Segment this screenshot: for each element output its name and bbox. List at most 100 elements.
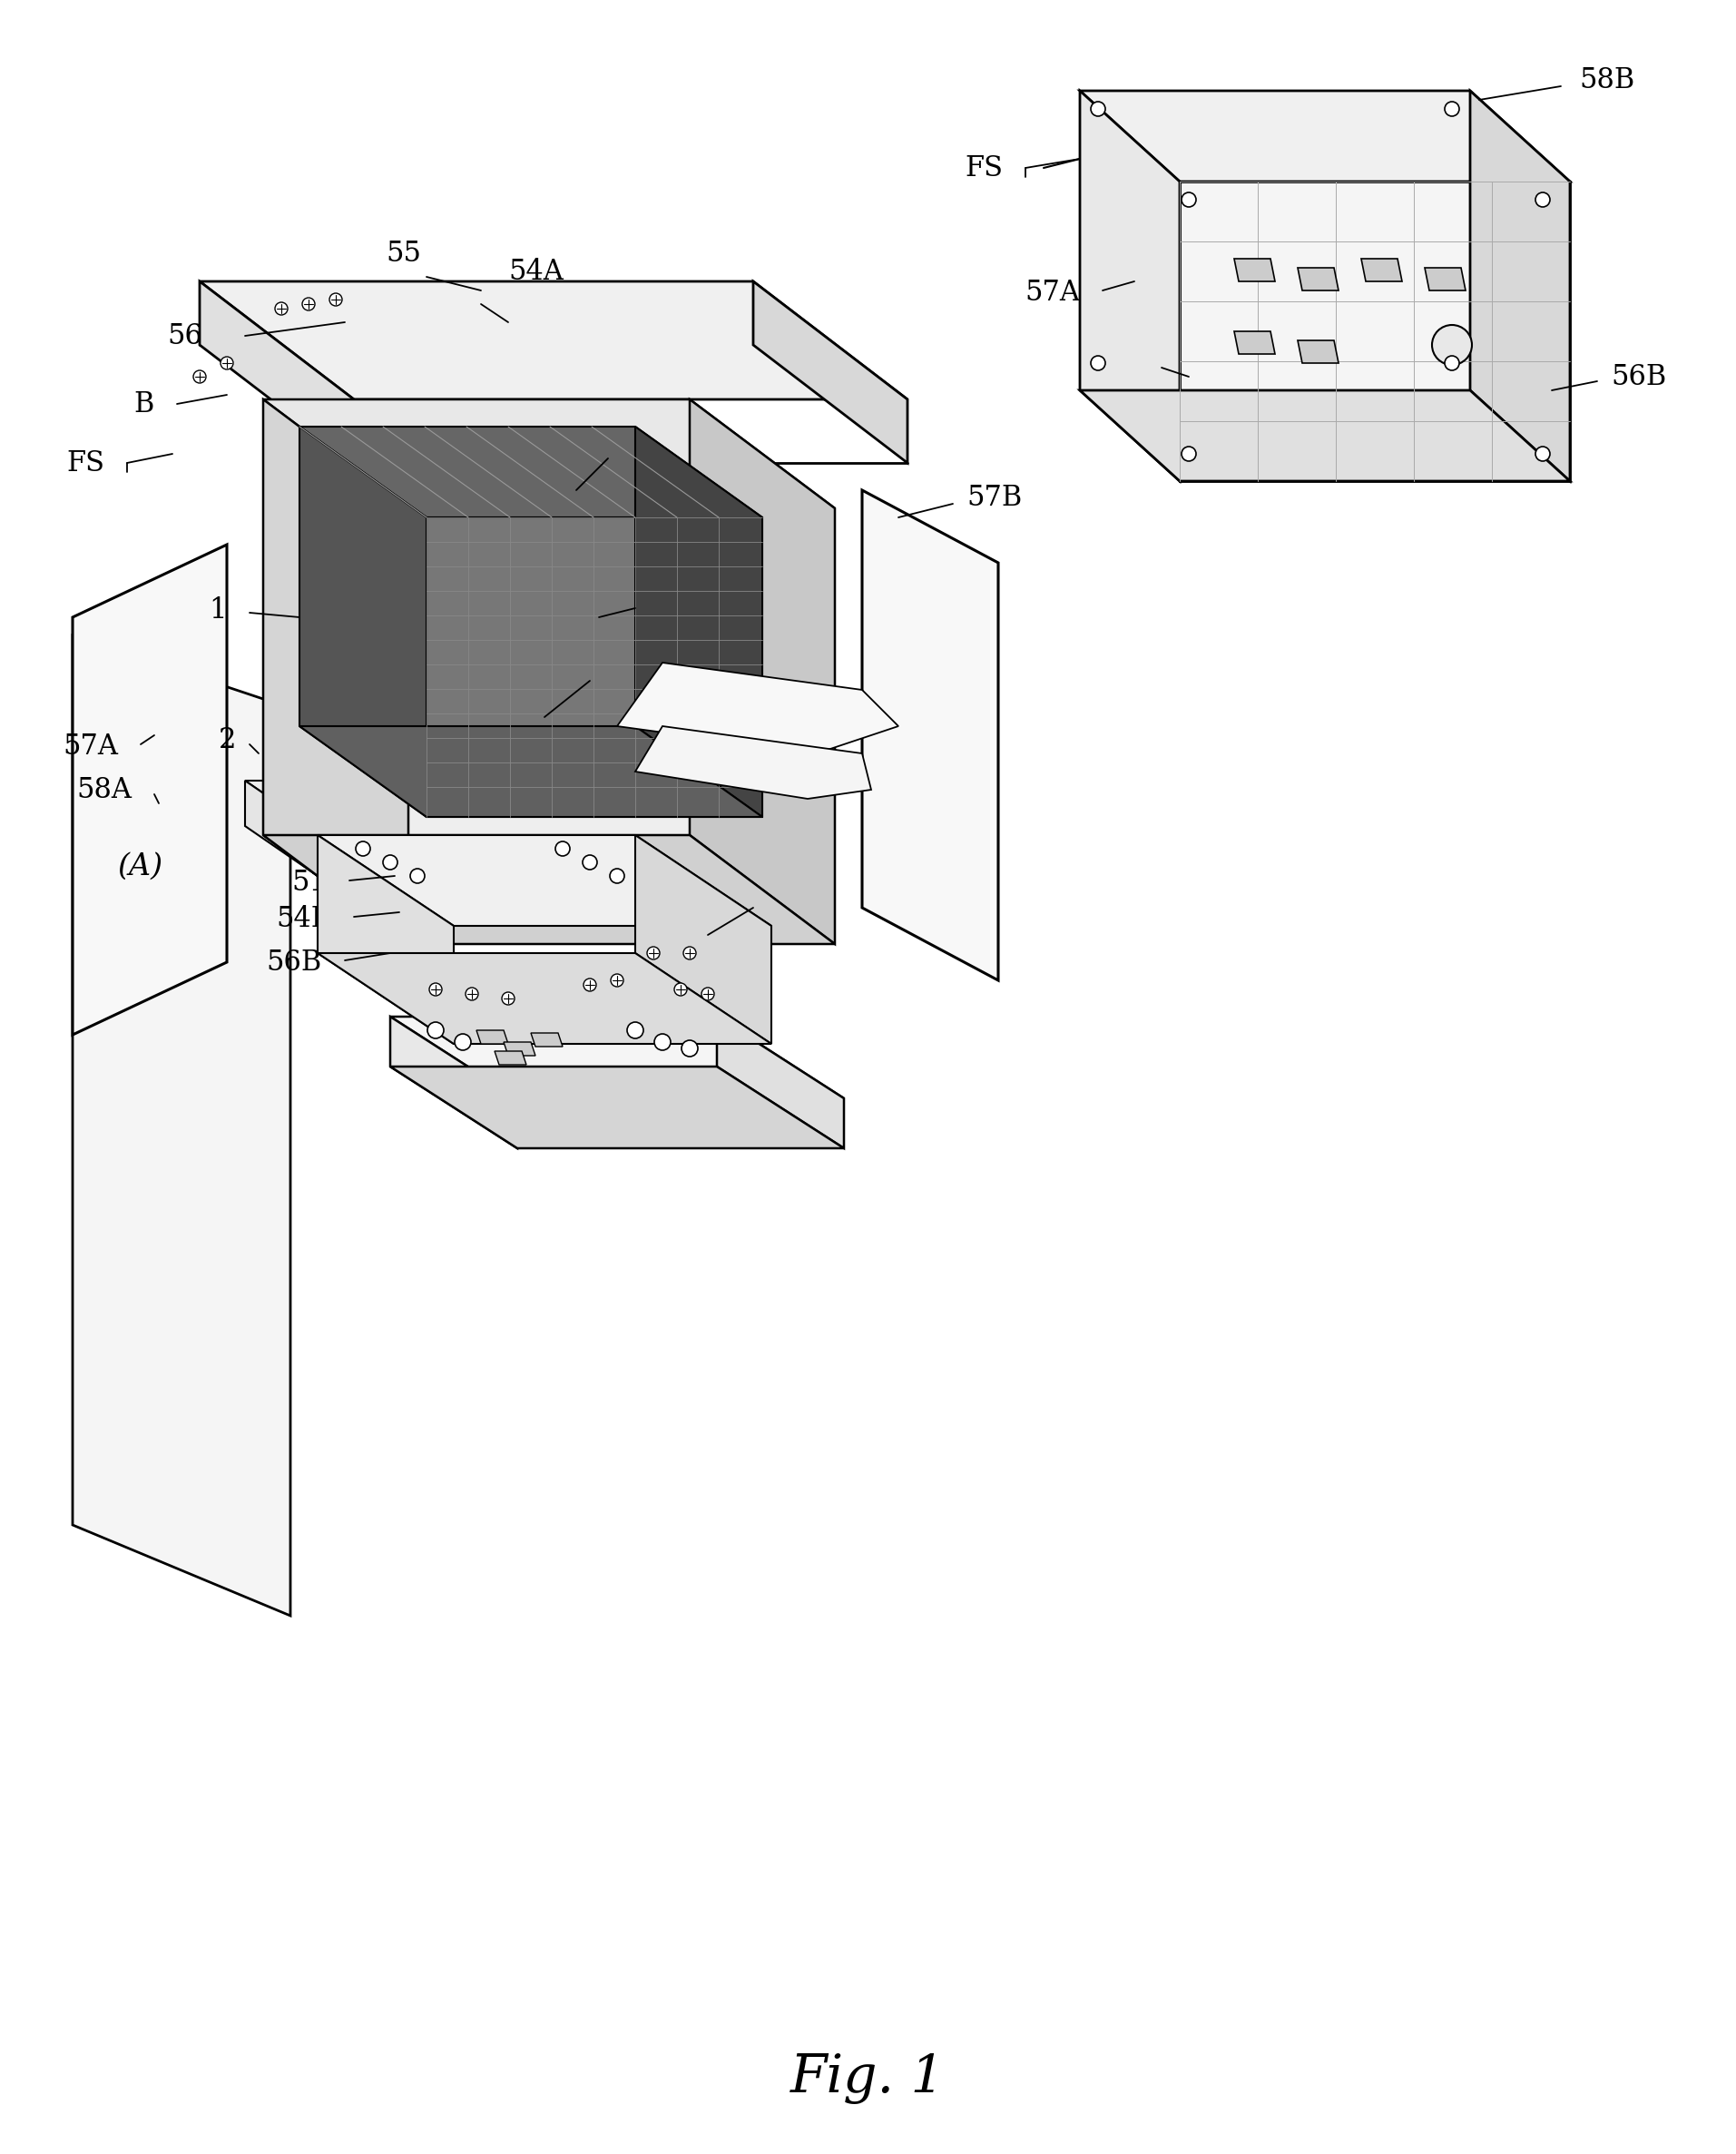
Polygon shape xyxy=(1299,267,1338,291)
Text: Fig. 1: Fig. 1 xyxy=(790,2053,944,2104)
Circle shape xyxy=(1535,192,1550,207)
Circle shape xyxy=(1182,192,1196,207)
Text: 54B: 54B xyxy=(276,905,332,933)
Circle shape xyxy=(1444,355,1460,370)
Text: 2: 2 xyxy=(219,726,236,754)
Circle shape xyxy=(609,868,625,883)
Circle shape xyxy=(701,987,713,999)
Polygon shape xyxy=(391,1066,844,1148)
Circle shape xyxy=(1090,101,1106,116)
Polygon shape xyxy=(300,426,427,816)
Polygon shape xyxy=(200,282,354,463)
Circle shape xyxy=(583,855,597,870)
Polygon shape xyxy=(635,836,771,1045)
Text: (A): (A) xyxy=(118,853,163,881)
Polygon shape xyxy=(689,398,835,943)
Polygon shape xyxy=(1234,332,1274,353)
Polygon shape xyxy=(264,398,835,508)
Polygon shape xyxy=(73,635,290,1616)
Text: C: C xyxy=(616,592,639,620)
Polygon shape xyxy=(318,836,453,1045)
Polygon shape xyxy=(476,1030,509,1045)
Polygon shape xyxy=(1180,181,1569,480)
Polygon shape xyxy=(1080,90,1569,181)
Text: 57B: 57B xyxy=(967,482,1023,510)
Polygon shape xyxy=(1299,340,1338,364)
Text: 58A: 58A xyxy=(76,775,132,803)
Polygon shape xyxy=(391,1017,844,1099)
Text: B: B xyxy=(762,890,783,918)
Polygon shape xyxy=(616,663,899,754)
Polygon shape xyxy=(245,780,391,926)
Polygon shape xyxy=(717,1017,844,1148)
Text: FS: FS xyxy=(66,448,104,476)
Polygon shape xyxy=(1425,267,1465,291)
Polygon shape xyxy=(1080,90,1180,480)
Polygon shape xyxy=(1470,90,1569,480)
Polygon shape xyxy=(503,1043,535,1055)
Circle shape xyxy=(330,293,342,306)
Polygon shape xyxy=(635,426,762,816)
Text: FS: FS xyxy=(965,153,1003,181)
Text: S: S xyxy=(590,467,609,495)
Text: 54A: 54A xyxy=(509,258,564,286)
Text: 56B: 56B xyxy=(267,948,323,976)
Circle shape xyxy=(1535,446,1550,461)
Polygon shape xyxy=(200,282,908,398)
Circle shape xyxy=(1182,446,1196,461)
Polygon shape xyxy=(318,836,771,926)
Text: 55: 55 xyxy=(385,239,422,267)
Circle shape xyxy=(1432,325,1472,364)
Polygon shape xyxy=(318,952,771,1045)
Circle shape xyxy=(684,948,696,959)
Polygon shape xyxy=(753,282,908,463)
Polygon shape xyxy=(427,517,762,816)
Polygon shape xyxy=(264,398,408,943)
Text: 51: 51 xyxy=(292,868,326,896)
Circle shape xyxy=(583,978,595,991)
Circle shape xyxy=(220,358,233,370)
Circle shape xyxy=(465,987,477,999)
Polygon shape xyxy=(1080,390,1569,480)
Circle shape xyxy=(427,1023,444,1038)
Polygon shape xyxy=(391,1017,517,1148)
Text: 1: 1 xyxy=(208,597,227,625)
Polygon shape xyxy=(300,426,762,517)
Circle shape xyxy=(1090,355,1106,370)
Polygon shape xyxy=(495,1051,526,1064)
Circle shape xyxy=(611,974,623,987)
Text: 56A: 56A xyxy=(167,321,222,349)
Text: (B): (B) xyxy=(1212,243,1257,274)
Text: B: B xyxy=(134,390,155,418)
Circle shape xyxy=(302,297,314,310)
Polygon shape xyxy=(531,1034,562,1047)
Polygon shape xyxy=(73,545,227,1034)
Circle shape xyxy=(682,1040,698,1058)
Text: 57A: 57A xyxy=(1024,278,1080,306)
Circle shape xyxy=(429,982,443,995)
Polygon shape xyxy=(264,836,835,943)
Circle shape xyxy=(384,855,398,870)
Circle shape xyxy=(410,868,425,883)
Polygon shape xyxy=(1361,258,1403,282)
Text: 56B: 56B xyxy=(1611,362,1667,390)
Text: 58B: 58B xyxy=(1580,67,1635,95)
Polygon shape xyxy=(300,726,762,816)
Circle shape xyxy=(356,842,370,855)
Polygon shape xyxy=(863,491,998,980)
Text: 57A: 57A xyxy=(62,732,118,760)
Polygon shape xyxy=(245,780,816,881)
Circle shape xyxy=(627,1023,644,1038)
Circle shape xyxy=(502,993,514,1004)
Circle shape xyxy=(1444,101,1460,116)
Polygon shape xyxy=(1234,258,1274,282)
Circle shape xyxy=(556,842,569,855)
Text: 2: 2 xyxy=(604,659,621,687)
Circle shape xyxy=(648,948,660,959)
Circle shape xyxy=(654,1034,670,1051)
Circle shape xyxy=(455,1034,470,1051)
Circle shape xyxy=(274,302,288,314)
Circle shape xyxy=(193,370,207,383)
Text: 58A: 58A xyxy=(1083,349,1139,377)
Polygon shape xyxy=(635,726,871,799)
